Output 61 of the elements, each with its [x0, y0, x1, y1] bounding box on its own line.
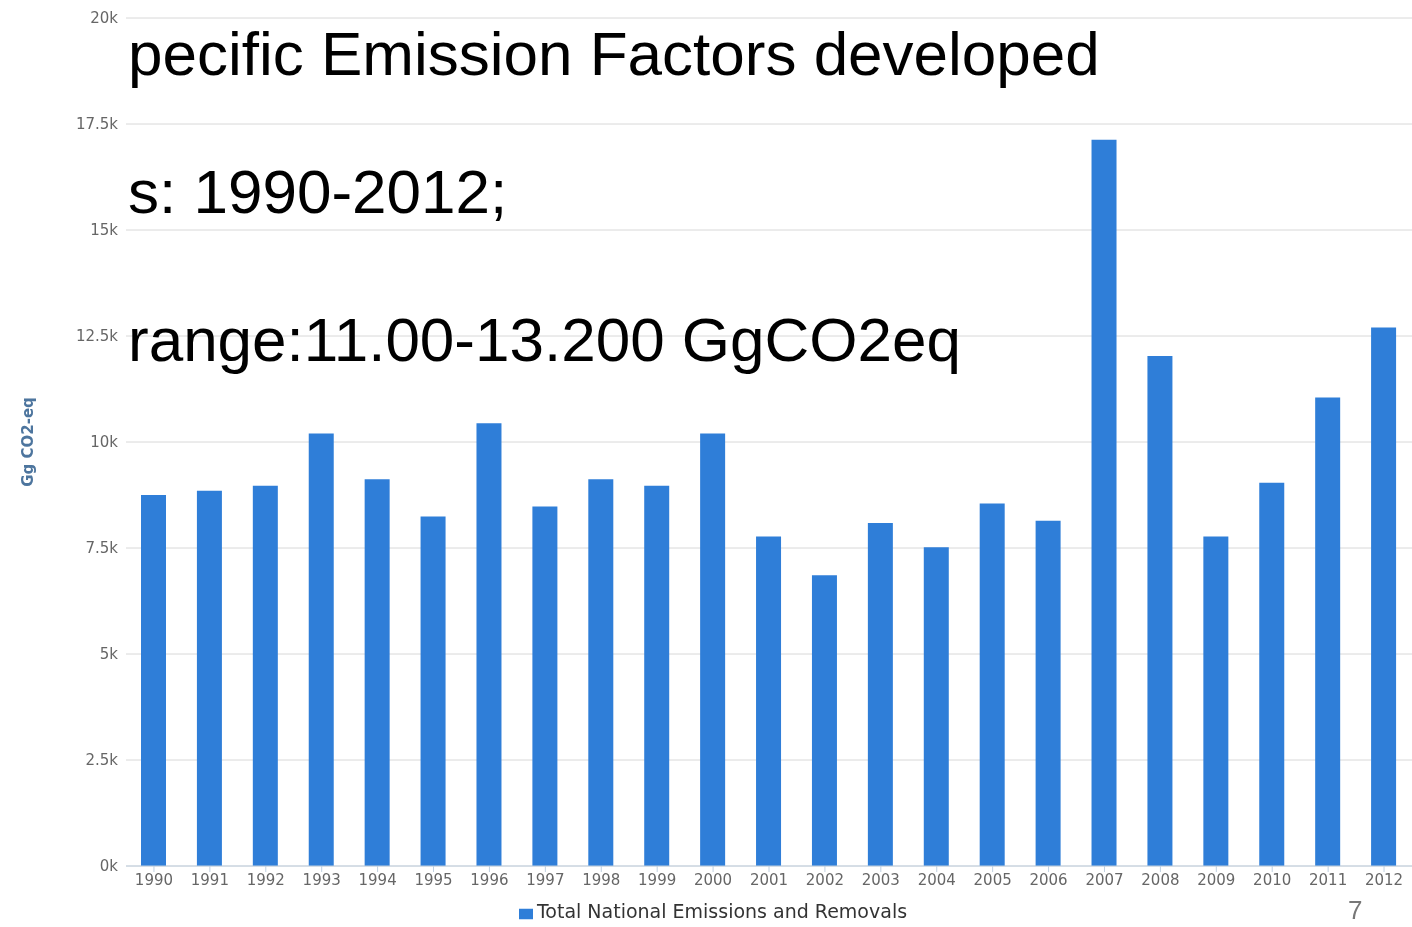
- text: 7: [1348, 895, 1363, 925]
- y-tick-label: 5k: [99, 645, 119, 664]
- bar: [923, 547, 949, 866]
- x-tick-label: 2001: [749, 870, 789, 889]
- y-tick-label: 12.5k: [75, 327, 119, 346]
- x-tick-label: 1999: [638, 870, 677, 889]
- x-tick-label: 2005: [973, 870, 1012, 889]
- bar: [308, 433, 334, 866]
- bar: [141, 495, 166, 866]
- x-tick-label: 1994: [358, 870, 397, 889]
- bar: [1371, 327, 1397, 866]
- x-tick-label: 1991: [190, 870, 229, 889]
- bar: [979, 503, 1005, 866]
- x-tick-label: 2012: [1364, 870, 1404, 889]
- annotation: s: 1990-2012;: [128, 157, 508, 227]
- y-tick-label: 10k: [90, 433, 119, 452]
- y-tick-label: 0k: [99, 857, 119, 876]
- bar: [196, 490, 222, 866]
- x-tick-label: 1995: [414, 870, 453, 889]
- x-tick-label: 2002: [805, 870, 845, 889]
- bar: [476, 423, 502, 866]
- bar: [420, 516, 446, 866]
- bar: [1035, 520, 1061, 866]
- x-tick-label: 1998: [582, 870, 621, 889]
- x-tick-label: 2000: [693, 870, 733, 889]
- y-axis-title: Gg CO2-eq: [19, 397, 38, 487]
- bar: [756, 536, 782, 866]
- bar: [1147, 355, 1173, 866]
- bar: [700, 433, 726, 866]
- x-tick-label: 2007: [1085, 870, 1124, 889]
- bar: [532, 506, 558, 866]
- bar: [1091, 139, 1117, 866]
- annotation: range:11.00-13.200 GgCO2eq: [128, 305, 962, 375]
- x-tick-label: 2011: [1309, 870, 1348, 889]
- bar: [867, 522, 893, 866]
- x-tick-label: 2008: [1141, 870, 1180, 889]
- bar: [364, 479, 390, 866]
- x-tick-label: 1990: [134, 870, 174, 889]
- x-tick-label: 2009: [1197, 870, 1236, 889]
- x-tick-label: 2010: [1253, 870, 1292, 889]
- y-tick-label: 17.5k: [75, 115, 119, 134]
- bar: [644, 485, 670, 866]
- x-tick-label: 1992: [246, 870, 285, 889]
- bar: [1259, 482, 1285, 866]
- x-tick-label: 2006: [1029, 870, 1068, 889]
- bar: [1203, 536, 1229, 866]
- y-tick-label: 2.5k: [85, 751, 119, 770]
- x-tick-label: 1996: [470, 870, 509, 889]
- bar: [811, 575, 837, 866]
- bar: [252, 485, 278, 866]
- y-tick-label: 20k: [90, 9, 119, 28]
- x-tick-label: 2003: [861, 870, 900, 889]
- x-tick-label: 1997: [526, 870, 565, 889]
- y-tick-label: 15k: [90, 221, 119, 240]
- legend-label: Total National Emissions and Removals: [536, 900, 908, 922]
- bar: [1315, 397, 1341, 866]
- x-tick-label: 1993: [302, 870, 341, 889]
- x-tick-label: 2004: [917, 870, 956, 889]
- bar: [588, 479, 614, 866]
- annotation: pecific Emission Factors developed: [128, 19, 1100, 89]
- y-tick-label: 7.5k: [85, 539, 119, 558]
